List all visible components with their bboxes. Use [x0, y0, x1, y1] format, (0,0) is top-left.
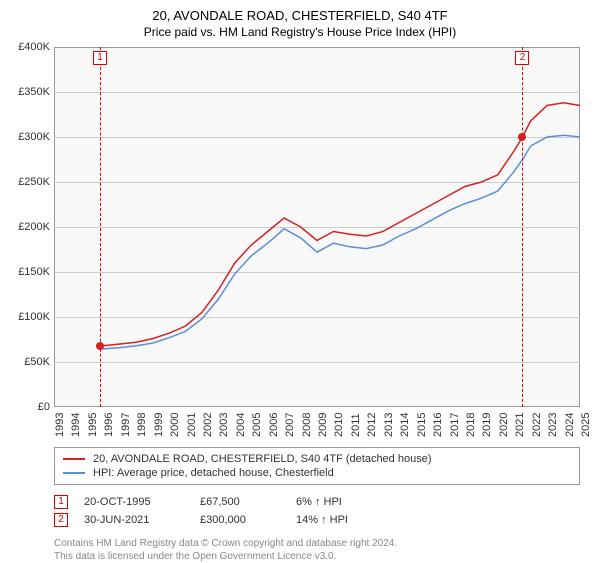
x-tick-label: 2004	[235, 413, 247, 437]
x-tick-label: 1994	[70, 413, 82, 437]
footnote-line1: Contains HM Land Registry data © Crown c…	[54, 537, 580, 550]
y-tick-label: £300K	[18, 131, 50, 143]
x-tick-label: 2015	[416, 413, 428, 437]
marker-vline	[522, 47, 523, 407]
y-tick-label: £250K	[18, 176, 50, 188]
legend-row: 20, AVONDALE ROAD, CHESTERFIELD, S40 4TF…	[63, 452, 571, 466]
footnote: Contains HM Land Registry data © Crown c…	[54, 537, 580, 563]
y-tick-label: £350K	[18, 86, 50, 98]
x-tick-label: 2002	[202, 413, 214, 437]
series-line	[100, 135, 580, 349]
legend: 20, AVONDALE ROAD, CHESTERFIELD, S40 4TF…	[54, 447, 580, 485]
x-tick-label: 2012	[366, 413, 378, 437]
x-tick-label: 1995	[87, 413, 99, 437]
footnote-line2: This data is licensed under the Open Gov…	[54, 550, 580, 563]
x-tick-label: 2020	[498, 413, 510, 437]
x-tick-label: 2010	[333, 413, 345, 437]
y-tick-label: £0	[38, 401, 50, 413]
x-tick-label: 1998	[136, 413, 148, 437]
x-tick-label: 1997	[120, 413, 132, 437]
x-tick-label: 2021	[514, 413, 526, 437]
x-tick-label: 2022	[531, 413, 543, 437]
transaction-date: 20-OCT-1995	[84, 496, 184, 508]
x-tick-label: 2007	[284, 413, 296, 437]
marker-index-box: 1	[93, 51, 107, 65]
legend-swatch	[63, 458, 85, 460]
transaction-row: 1 20-OCT-1995 £67,500 6% ↑ HPI	[54, 493, 580, 511]
transaction-date: 30-JUN-2021	[84, 514, 184, 526]
transaction-index: 2	[54, 513, 68, 527]
x-tick-label: 2025	[580, 413, 592, 437]
x-tick-label: 2009	[317, 413, 329, 437]
x-tick-label: 2003	[218, 413, 230, 437]
marker-vline	[100, 47, 101, 407]
plot-area: £0£50K£100K£150K£200K£250K£300K£350K£400…	[54, 47, 580, 407]
transaction-index: 1	[54, 495, 68, 509]
legend-row: HPI: Average price, detached house, Ches…	[63, 466, 571, 480]
x-tick-label: 2011	[350, 413, 362, 437]
y-tick-label: £100K	[18, 311, 50, 323]
x-tick-label: 2001	[186, 413, 198, 437]
chart-container: 20, AVONDALE ROAD, CHESTERFIELD, S40 4TF…	[0, 0, 600, 560]
legend-swatch	[63, 472, 85, 474]
chart-subtitle: Price paid vs. HM Land Registry's House …	[10, 25, 590, 39]
series-line	[100, 103, 580, 346]
chart-lines	[54, 47, 580, 407]
marker-index-box: 2	[515, 51, 529, 65]
x-tick-label: 2014	[399, 413, 411, 437]
transaction-price: £67,500	[200, 496, 280, 508]
x-tick-label: 2006	[268, 413, 280, 437]
x-tick-label: 2000	[169, 413, 181, 437]
x-tick-label: 1999	[153, 413, 165, 437]
y-tick-label: £200K	[18, 221, 50, 233]
transaction-row: 2 30-JUN-2021 £300,000 14% ↑ HPI	[54, 511, 580, 529]
marker-dot	[518, 133, 526, 141]
x-axis-labels: 1993 1994 1995 1996 1997 1998 1999 2000 2001 2002…	[54, 407, 580, 441]
x-tick-label: 1996	[103, 413, 115, 437]
x-tick-label: 2008	[301, 413, 313, 437]
x-tick-label: 2018	[465, 413, 477, 437]
legend-label: 20, AVONDALE ROAD, CHESTERFIELD, S40 4TF…	[93, 453, 432, 465]
marker-dot	[96, 342, 104, 350]
transaction-pct: 6% ↑ HPI	[296, 496, 386, 508]
x-tick-label: 2024	[564, 413, 576, 437]
y-tick-label: £400K	[18, 41, 50, 53]
y-tick-label: £150K	[18, 266, 50, 278]
y-tick-label: £50K	[24, 356, 50, 368]
chart-title: 20, AVONDALE ROAD, CHESTERFIELD, S40 4TF	[10, 8, 590, 23]
transaction-pct: 14% ↑ HPI	[296, 514, 386, 526]
transactions-table: 1 20-OCT-1995 £67,500 6% ↑ HPI 2 30-JUN-2021 £…	[54, 493, 580, 529]
x-tick-label: 2017	[449, 413, 461, 437]
x-tick-label: 2016	[432, 413, 444, 437]
x-tick-label: 2013	[383, 413, 395, 437]
x-tick-label: 2005	[251, 413, 263, 437]
x-tick-label: 2019	[481, 413, 493, 437]
x-tick-label: 1993	[54, 413, 66, 437]
legend-label: HPI: Average price, detached house, Ches…	[93, 467, 334, 479]
transaction-price: £300,000	[200, 514, 280, 526]
x-tick-label: 2023	[547, 413, 559, 437]
